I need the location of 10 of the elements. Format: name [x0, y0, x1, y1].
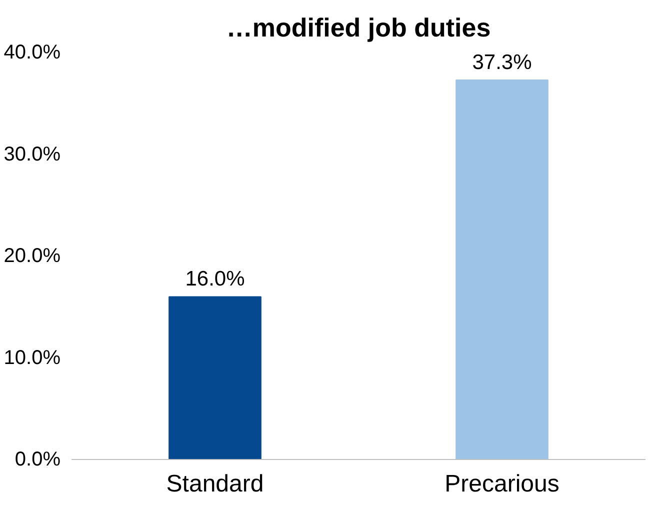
x-tick-label: Precarious — [444, 470, 560, 498]
data-label: 37.3% — [472, 50, 532, 74]
y-tick-label: 0.0% — [14, 448, 61, 470]
y-tick-label: 40.0% — [4, 42, 61, 64]
x-tick-label: Standard — [166, 470, 264, 498]
data-label: 16.0% — [185, 268, 245, 291]
y-tick-label: 20.0% — [4, 245, 61, 267]
y-tick-label: 30.0% — [4, 143, 61, 166]
chart-title: …modified job duties — [226, 12, 491, 42]
y-tick-label: 10.0% — [4, 346, 61, 369]
